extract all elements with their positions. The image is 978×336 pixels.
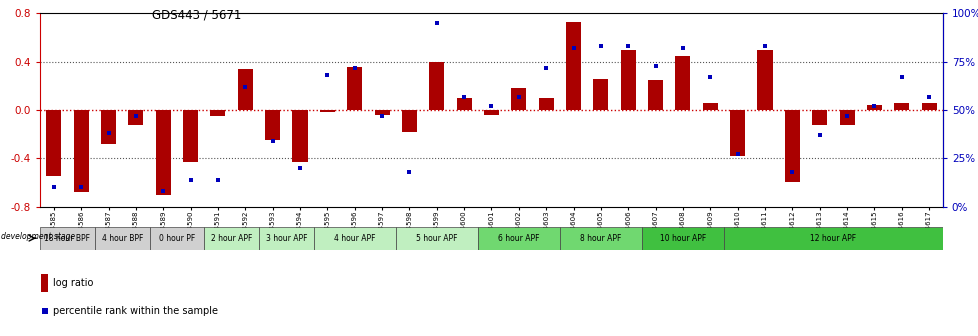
Bar bbox=[511, 88, 526, 110]
Bar bbox=[866, 105, 881, 110]
Bar bbox=[483, 110, 499, 115]
FancyBboxPatch shape bbox=[204, 226, 259, 250]
Text: 10 hour APF: 10 hour APF bbox=[659, 234, 705, 243]
Bar bbox=[347, 67, 362, 110]
Text: 3 hour APF: 3 hour APF bbox=[265, 234, 307, 243]
Point bbox=[238, 84, 253, 90]
Point bbox=[866, 103, 881, 109]
Text: 2 hour APF: 2 hour APF bbox=[210, 234, 252, 243]
Point bbox=[428, 20, 444, 26]
Text: 18 hour BPF: 18 hour BPF bbox=[44, 234, 90, 243]
Bar bbox=[41, 274, 48, 292]
Bar bbox=[647, 80, 662, 110]
Bar bbox=[730, 110, 744, 156]
Bar bbox=[428, 62, 444, 110]
Bar bbox=[265, 110, 280, 140]
Bar bbox=[784, 110, 799, 182]
FancyBboxPatch shape bbox=[723, 226, 942, 250]
Point bbox=[565, 46, 581, 51]
Text: 12 hour APF: 12 hour APF bbox=[810, 234, 856, 243]
Point bbox=[156, 188, 171, 194]
FancyBboxPatch shape bbox=[40, 226, 95, 250]
Bar bbox=[401, 110, 417, 132]
Point bbox=[783, 169, 799, 175]
Text: 8 hour APF: 8 hour APF bbox=[580, 234, 621, 243]
FancyBboxPatch shape bbox=[395, 226, 477, 250]
Point bbox=[893, 75, 909, 80]
Point bbox=[73, 185, 89, 190]
Point bbox=[811, 132, 826, 138]
Point bbox=[374, 113, 389, 119]
Point bbox=[920, 94, 936, 99]
Bar bbox=[238, 69, 252, 110]
Bar bbox=[46, 110, 62, 176]
Text: GDS443 / 5671: GDS443 / 5671 bbox=[152, 8, 241, 22]
FancyBboxPatch shape bbox=[642, 226, 723, 250]
Bar bbox=[73, 110, 89, 192]
Bar bbox=[920, 103, 936, 110]
Point bbox=[37, 309, 53, 314]
Bar bbox=[702, 103, 717, 110]
Point bbox=[729, 152, 744, 157]
Bar bbox=[538, 98, 554, 110]
Bar bbox=[593, 79, 607, 110]
Point bbox=[675, 46, 690, 51]
Bar bbox=[456, 98, 471, 110]
Point bbox=[210, 177, 226, 182]
FancyBboxPatch shape bbox=[259, 226, 313, 250]
Bar bbox=[101, 110, 116, 144]
Bar bbox=[320, 110, 334, 113]
Bar bbox=[292, 110, 307, 162]
Bar bbox=[620, 50, 635, 110]
Point bbox=[128, 113, 144, 119]
Text: 4 hour BPF: 4 hour BPF bbox=[102, 234, 143, 243]
FancyBboxPatch shape bbox=[477, 226, 559, 250]
Text: 6 hour APF: 6 hour APF bbox=[498, 234, 539, 243]
Point bbox=[838, 113, 854, 119]
FancyBboxPatch shape bbox=[559, 226, 642, 250]
Bar bbox=[812, 110, 826, 125]
Bar bbox=[375, 110, 389, 115]
Text: development stage: development stage bbox=[1, 232, 75, 241]
Bar bbox=[757, 50, 772, 110]
Point bbox=[401, 169, 417, 175]
Text: 5 hour APF: 5 hour APF bbox=[416, 234, 457, 243]
Bar bbox=[128, 110, 143, 125]
Text: 0 hour PF: 0 hour PF bbox=[158, 234, 195, 243]
Bar bbox=[839, 110, 854, 125]
Point bbox=[593, 44, 608, 49]
Point bbox=[756, 44, 772, 49]
Point bbox=[538, 65, 554, 70]
Point bbox=[346, 65, 362, 70]
Point bbox=[101, 130, 116, 136]
Point bbox=[647, 63, 663, 68]
Bar bbox=[675, 56, 689, 110]
FancyBboxPatch shape bbox=[95, 226, 150, 250]
Bar bbox=[156, 110, 170, 195]
Point bbox=[183, 177, 199, 182]
Point bbox=[620, 44, 636, 49]
Point bbox=[264, 138, 280, 144]
Text: log ratio: log ratio bbox=[53, 278, 94, 288]
Text: percentile rank within the sample: percentile rank within the sample bbox=[53, 306, 218, 317]
Point bbox=[291, 165, 307, 171]
Point bbox=[46, 185, 62, 190]
Point bbox=[511, 94, 526, 99]
FancyBboxPatch shape bbox=[313, 226, 395, 250]
Point bbox=[456, 94, 471, 99]
Bar bbox=[210, 110, 225, 116]
Bar bbox=[893, 103, 909, 110]
Text: 4 hour APF: 4 hour APF bbox=[333, 234, 375, 243]
Bar bbox=[565, 22, 581, 110]
Point bbox=[483, 103, 499, 109]
Point bbox=[702, 75, 718, 80]
FancyBboxPatch shape bbox=[150, 226, 204, 250]
Point bbox=[319, 73, 334, 78]
Bar bbox=[183, 110, 198, 162]
